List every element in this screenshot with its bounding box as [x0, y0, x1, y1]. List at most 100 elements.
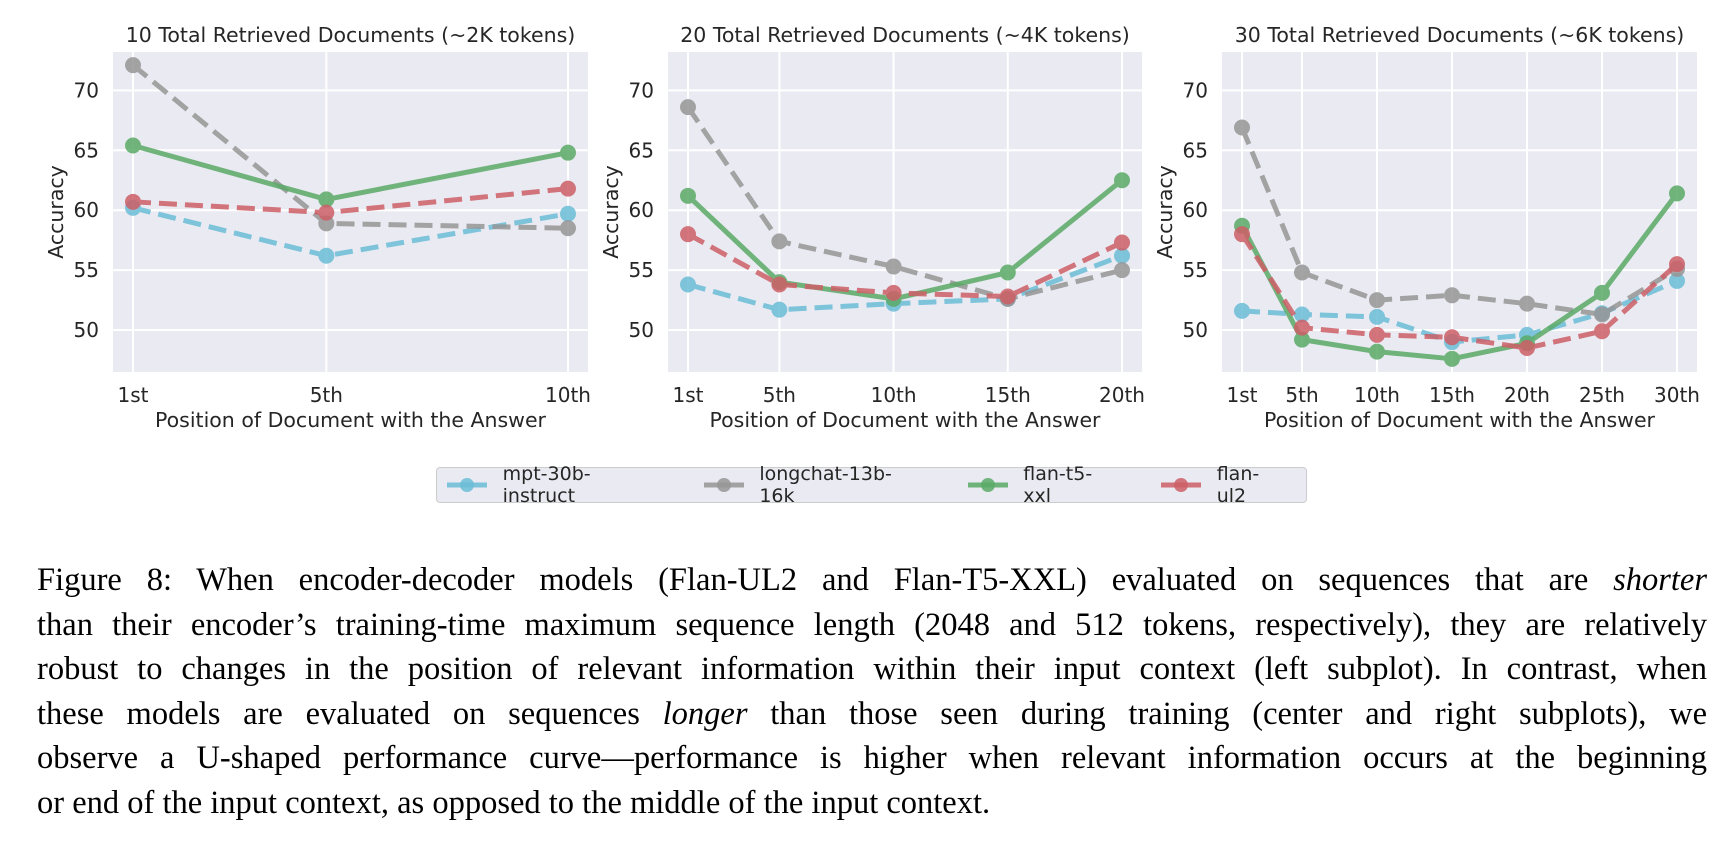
data-point	[1294, 264, 1310, 281]
data-point	[1519, 295, 1535, 312]
caption-text: observe a U-shaped performance curve—per…	[37, 740, 1707, 776]
subplot-title: 30 Total Retrieved Documents (~6K tokens…	[1235, 23, 1685, 47]
data-point	[1369, 292, 1385, 309]
x-tick-label: 1st	[118, 383, 149, 407]
caption-emphasis: longer	[662, 695, 748, 732]
legend-label: flan-ul2	[1216, 463, 1260, 507]
data-point	[1114, 172, 1130, 189]
figure: 50 55 60 65 70 1st 5th 10th 10 Total Retrieved D…	[44, 23, 1700, 432]
data-point	[1669, 256, 1685, 273]
caption-line: robust to changes in the position of rel…	[37, 647, 1707, 692]
x-tick-label: 5th	[1285, 383, 1318, 407]
y-axis-label: Accuracy	[599, 165, 623, 259]
subplot-3: 50 55 60 65 70 1st 5th 10th 15th 20th 25th 30th 30 T…	[1153, 23, 1700, 432]
x-axis-label: Position of Document with the Answer	[709, 408, 1101, 432]
data-point	[1114, 247, 1130, 264]
x-tick-label: 10th	[1354, 383, 1400, 407]
caption-text: robust to changes in the position of rel…	[37, 651, 1707, 687]
data-point	[125, 193, 141, 210]
data-point	[560, 220, 576, 237]
series-line	[685, 105, 1123, 302]
data-point	[1669, 272, 1685, 289]
series-flan-ul2	[1234, 226, 1685, 357]
data-point	[1594, 306, 1610, 323]
data-point	[680, 276, 696, 293]
data-point	[771, 276, 788, 293]
caption-line: or end of the input context, as opposed …	[37, 781, 1707, 826]
series-flan-ul2	[680, 226, 1130, 305]
subplot-1: 50 55 60 65 70 1st 5th 10th 10 Total Retrieved D…	[44, 23, 591, 432]
data-point	[1519, 340, 1535, 357]
data-point	[999, 288, 1016, 305]
y-tick-label: 50	[629, 318, 654, 342]
data-point	[318, 204, 335, 221]
data-point	[1444, 350, 1460, 367]
legend-item: longchat-13b-16k	[702, 463, 926, 507]
x-tick-label: 5th	[310, 383, 343, 407]
series-longchat-13b-16k	[125, 57, 576, 237]
y-tick-label: 65	[74, 138, 99, 162]
legend-swatch	[703, 478, 744, 492]
subplot-2: 50 55 60 65 70 1st 5th 10th 15th 20th 20 Total Ret…	[599, 23, 1145, 432]
y-tick-label: 50	[74, 318, 99, 342]
caption-line: than their encoder’s training-time maxim…	[37, 603, 1707, 648]
y-tick-label: 55	[1183, 258, 1208, 282]
y-tick-label: 65	[629, 138, 654, 162]
data-point	[1114, 262, 1130, 279]
data-point	[1594, 323, 1610, 340]
y-tick-label: 50	[1183, 318, 1208, 342]
data-point	[318, 191, 335, 208]
figure-caption: Figure 8: When encoder-decoder models (F…	[37, 558, 1707, 825]
data-point	[1234, 302, 1250, 319]
legend-label: longchat-13b-16k	[759, 463, 892, 507]
data-point	[1444, 287, 1460, 304]
x-tick-label: 25th	[1579, 383, 1625, 407]
data-point	[680, 187, 696, 204]
legend-swatch	[1161, 478, 1202, 492]
data-point	[1234, 119, 1250, 136]
plot-background	[668, 52, 1142, 372]
series-flan-ul2	[125, 180, 576, 221]
x-tick-label: 30th	[1654, 383, 1700, 407]
x-tick-label: 15th	[1429, 383, 1475, 407]
x-tick-label: 1st	[673, 383, 704, 407]
legend-label: flan-t5-xxl	[1023, 463, 1093, 507]
series-flan-t5-xxl	[125, 137, 576, 208]
data-point	[885, 258, 902, 275]
y-tick-label: 55	[629, 258, 654, 282]
y-tick-label: 70	[1183, 78, 1208, 102]
legend-item: mpt-30b-instruct	[445, 463, 662, 507]
data-point	[1669, 185, 1685, 202]
legend-item: flan-t5-xxl	[966, 463, 1119, 507]
y-tick-label: 70	[629, 78, 654, 102]
y-tick-label: 55	[74, 258, 99, 282]
data-point	[125, 137, 141, 154]
data-point	[1369, 343, 1385, 360]
legend-label: mpt-30b-instruct	[502, 463, 591, 507]
x-tick-label: 10th	[545, 383, 591, 407]
legend: mpt-30b-instruct longchat-13b-16k flan-t5-…	[436, 463, 1307, 507]
caption-text: than those seen during training (center …	[747, 695, 1707, 732]
y-axis-label: Accuracy	[1153, 165, 1177, 259]
data-point	[125, 57, 141, 74]
data-point	[560, 144, 576, 161]
data-point	[771, 301, 788, 318]
subplot-title: 10 Total Retrieved Documents (~2K tokens…	[126, 23, 576, 47]
legend-swatch	[447, 478, 487, 492]
caption-line: Figure 8: When encoder-decoder models (F…	[37, 558, 1707, 603]
data-point	[318, 247, 335, 264]
x-axis-label: Position of Document with the Answer	[155, 408, 547, 432]
subplot-title: 20 Total Retrieved Documents (~4K tokens…	[680, 23, 1130, 47]
y-tick-label: 60	[1183, 198, 1208, 222]
caption-line: observe a U-shaped performance curve—per…	[37, 736, 1707, 781]
data-point	[1294, 306, 1310, 323]
data-point	[680, 99, 696, 116]
data-point	[1294, 319, 1310, 336]
data-point	[1369, 308, 1385, 325]
y-tick-label: 65	[1183, 138, 1208, 162]
data-point	[1114, 234, 1130, 251]
data-point	[560, 180, 576, 197]
caption-text: or end of the input context, as opposed …	[37, 784, 991, 821]
data-point	[680, 226, 696, 243]
y-axis-label: Accuracy	[44, 165, 68, 259]
